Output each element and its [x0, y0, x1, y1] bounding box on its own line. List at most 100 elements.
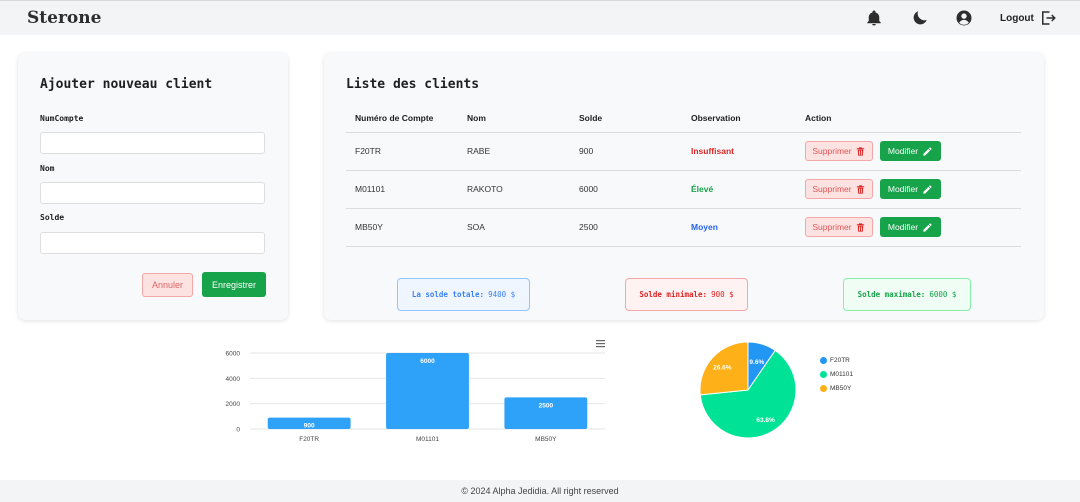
cell-compte: MB50Y — [346, 208, 458, 247]
delete-label: Supprimer — [812, 184, 852, 194]
legend-dot — [820, 356, 827, 364]
pie-data-label: 63.8% — [756, 417, 775, 424]
bar-data-label: 2500 — [539, 402, 554, 409]
add-client-card: Ajouter nouveau client NumCompte Nom Sol… — [18, 53, 288, 320]
moon-icon[interactable] — [911, 9, 929, 27]
solde-label: Solde — [40, 213, 65, 222]
cell-observation: Élevé — [682, 170, 796, 209]
delete-label: Supprimer — [812, 222, 852, 232]
x-tick-label: F20TR — [299, 436, 319, 443]
min-balance-stat: Solde minimale: 900 $ — [625, 278, 748, 311]
pie-slice-M01101[interactable] — [699, 349, 797, 439]
min-value: 900 $ — [711, 290, 734, 299]
min-label: Solde minimale: — [639, 290, 708, 299]
max-value: 6000 $ — [929, 290, 957, 299]
max-balance-stat: Solde maximale: 6000 $ — [843, 278, 971, 311]
pencil-icon — [923, 146, 932, 156]
legend-label: M01101 — [830, 370, 854, 378]
col-solde: Solde — [570, 105, 682, 133]
edit-label: Modifier — [887, 222, 919, 232]
delete-button[interactable]: Supprimer — [805, 179, 873, 199]
cell-solde: 900 — [570, 132, 682, 171]
total-value: 9400 $ — [488, 290, 516, 299]
nom-label: Nom — [40, 164, 55, 173]
edit-button[interactable]: Modifier — [880, 179, 941, 199]
legend-dot — [820, 370, 827, 378]
col-observation: Observation — [682, 105, 796, 133]
legend-label: F20TR — [830, 356, 850, 364]
client-list-card: Liste des clients Numéro de Compte Nom S… — [324, 53, 1044, 320]
trash-icon — [856, 184, 864, 194]
cell-observation: Insuffisant — [682, 132, 796, 171]
table-row: F20TR RABE 900 Insuffisant Supprimer Mod… — [346, 132, 1021, 171]
col-numero-compte: Numéro de Compte — [346, 105, 458, 133]
balance-pie-chart: 9.6% 63.8% 26.6% — [699, 341, 797, 439]
cell-action: Supprimer Modifier — [796, 208, 1021, 247]
navbar: Sterone Logout — [0, 0, 1080, 35]
cell-compte: M01101 — [346, 170, 458, 209]
user-circle-icon[interactable] — [955, 9, 973, 27]
pencil-icon — [923, 222, 932, 232]
cell-nom: SOA — [458, 208, 570, 247]
legend-item[interactable]: M01101 — [820, 367, 853, 381]
balance-bar-chart: 900 6000 2500 6000 4000 2000 0 F20TR M01101 MB50… — [226, 340, 605, 443]
cell-solde: 6000 — [570, 170, 682, 209]
pie-data-label: 9.6% — [749, 359, 764, 366]
edit-button[interactable]: Modifier — [880, 217, 941, 237]
total-label: La solde totale: — [411, 290, 485, 299]
cell-observation: Moyen — [682, 208, 796, 247]
trash-icon — [856, 146, 864, 156]
edit-button[interactable]: Modifier — [880, 141, 941, 161]
table-row: MB50Y SOA 2500 Moyen Supprimer Modifier — [346, 208, 1021, 247]
logout-button[interactable]: Logout — [1000, 9, 1057, 27]
cell-action: Supprimer Modifier — [796, 132, 1021, 171]
col-nom: Nom — [458, 105, 570, 133]
clients-table: Numéro de Compte Nom Solde Observation A… — [346, 105, 1021, 247]
max-label: Solde maximale: — [857, 290, 926, 299]
bar-M01101[interactable] — [386, 353, 469, 429]
y-tick-label: 2000 — [226, 401, 241, 408]
save-button[interactable]: Enregistrer — [202, 272, 266, 297]
logout-icon — [1041, 11, 1056, 25]
nom-input[interactable] — [40, 182, 265, 204]
cell-solde: 2500 — [570, 208, 682, 247]
legend-item[interactable]: F20TR — [820, 353, 853, 367]
col-action: Action — [796, 105, 1021, 133]
y-tick-label: 6000 — [226, 351, 241, 358]
pie-data-label: 26.6% — [713, 364, 732, 371]
bar-data-label: 900 — [304, 423, 315, 430]
brand-logo[interactable]: Sterone — [27, 8, 102, 28]
delete-button[interactable]: Supprimer — [805, 217, 873, 237]
copyright-text: © 2024 Alpha Jedidia. All right reserved — [461, 486, 619, 496]
bell-icon[interactable] — [865, 9, 883, 27]
list-title: Liste des clients — [346, 77, 480, 92]
cell-action: Supprimer Modifier — [796, 170, 1021, 209]
legend-dot — [820, 384, 827, 392]
legend-item[interactable]: MB50Y — [820, 381, 853, 395]
numcompte-input[interactable] — [40, 132, 265, 154]
delete-label: Supprimer — [812, 146, 852, 156]
chart-menu-icon[interactable] — [596, 340, 605, 348]
total-balance-stat: La solde totale: 9400 $ — [397, 278, 530, 311]
pie-slice-MB50Y[interactable] — [699, 341, 749, 396]
solde-input[interactable] — [40, 232, 265, 254]
pie-legend: F20TR M01101 MB50Y — [820, 353, 853, 395]
delete-button[interactable]: Supprimer — [805, 141, 873, 161]
x-tick-label: M01101 — [416, 436, 439, 443]
bar-MB50Y[interactable] — [504, 397, 588, 429]
form-title: Ajouter nouveau client — [40, 77, 213, 92]
y-tick-label: 0 — [236, 427, 240, 434]
footer: © 2024 Alpha Jedidia. All right reserved — [0, 480, 1080, 502]
bar-F20TR[interactable] — [267, 417, 351, 429]
pencil-icon — [923, 184, 932, 194]
bar-data-label: 6000 — [420, 358, 435, 365]
numcompte-label: NumCompte — [40, 114, 84, 123]
legend-label: MB50Y — [830, 384, 852, 392]
cell-nom: RABE — [458, 132, 570, 171]
cancel-button[interactable]: Annuler — [142, 273, 193, 297]
edit-label: Modifier — [887, 146, 919, 156]
cell-nom: RAKOTO — [458, 170, 570, 209]
y-tick-label: 4000 — [226, 376, 241, 383]
table-header: Numéro de Compte Nom Solde Observation A… — [346, 105, 1021, 133]
edit-label: Modifier — [887, 184, 919, 194]
